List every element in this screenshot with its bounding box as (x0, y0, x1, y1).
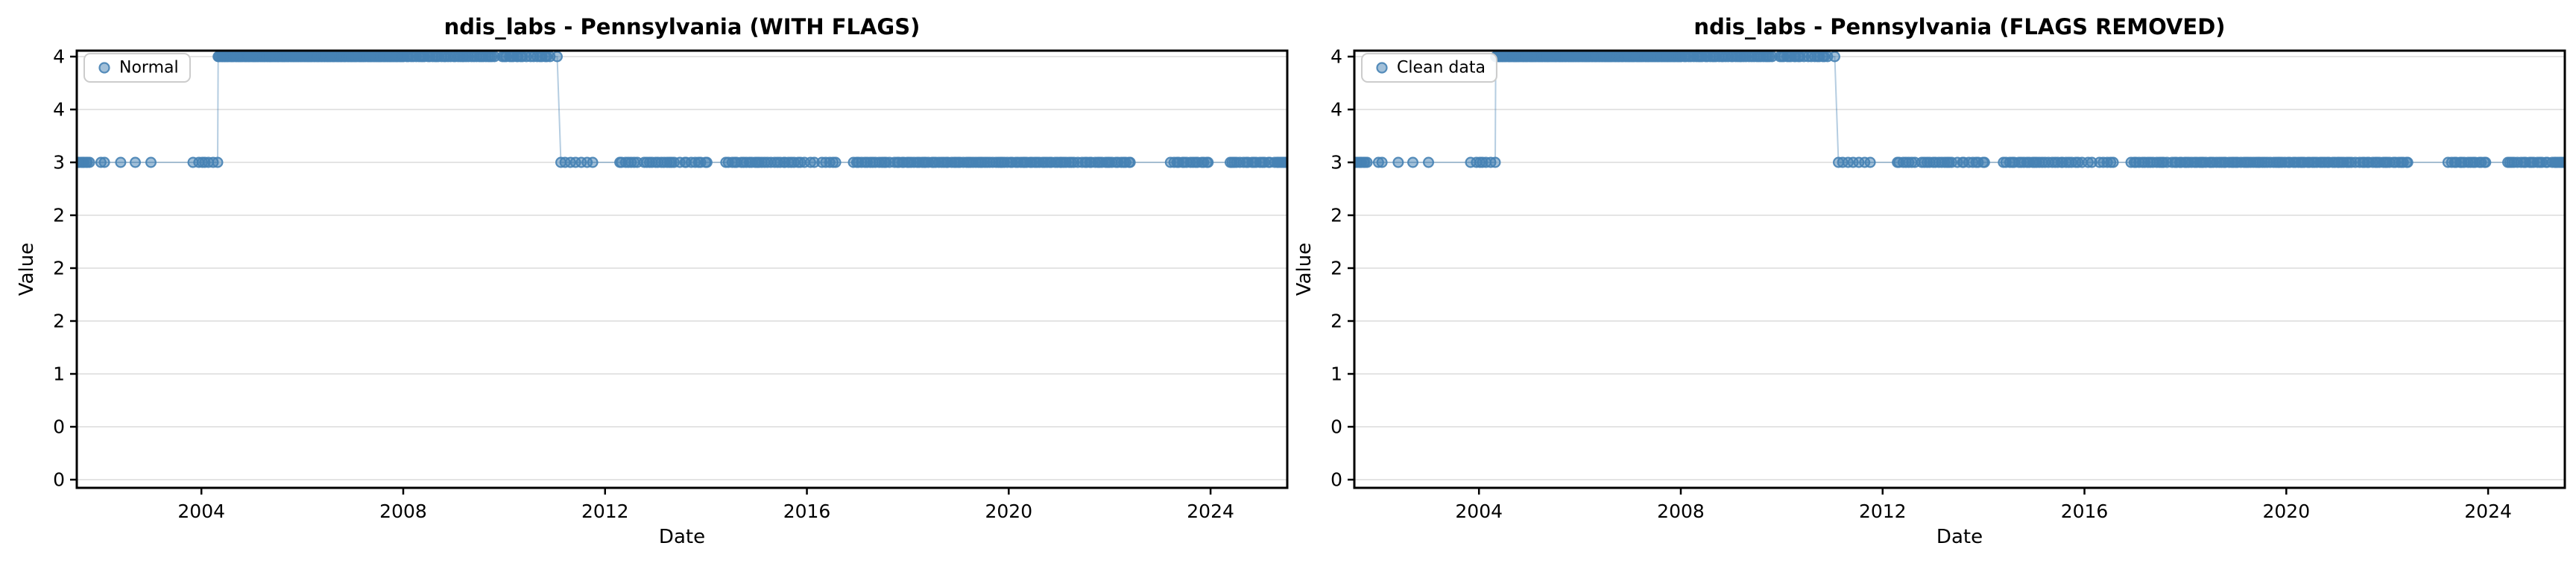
y-tick-label: 2 (1330, 258, 1342, 279)
data-point (1124, 156, 1136, 168)
x-tick-label: 2024 (2464, 501, 2512, 522)
y-tick-label: 4 (53, 46, 65, 68)
chart-title: ndis_labs - Pennsylvania (FLAGS REMOVED) (1693, 14, 2225, 39)
y-tick-label: 2 (53, 205, 65, 226)
y-axis-label: Value (1293, 243, 1316, 296)
x-tick-label: 2016 (783, 501, 831, 522)
data-point (1376, 156, 1388, 168)
x-tick-label: 2008 (379, 501, 427, 522)
legend-box (1361, 53, 1497, 83)
data-layer (1354, 51, 2565, 168)
legend: Normal (83, 53, 191, 83)
x-tick-label: 2004 (177, 501, 225, 522)
data-point (1489, 156, 1501, 168)
chart-title: ndis_labs - Pennsylvania (WITH FLAGS) (444, 14, 921, 39)
y-axis: 4 4 3 2 2 2 1 0 0 (1330, 46, 1354, 491)
data-point (1361, 156, 1373, 168)
data-point (212, 156, 224, 168)
x-axis: 2004 2008 2012 2016 2020 2024 (1455, 488, 2512, 522)
x-tick-label: 2020 (2263, 501, 2311, 522)
legend-label: Normal (119, 59, 179, 77)
y-tick-label: 0 (53, 469, 65, 491)
y-tick-label: 3 (1330, 152, 1342, 174)
y-tick-label: 4 (1330, 46, 1342, 68)
plot-border (75, 49, 1289, 489)
y-tick-label: 1 (1330, 363, 1342, 385)
legend-marker-icon (98, 62, 110, 74)
y-tick-label: 0 (1330, 416, 1342, 438)
data-point (1978, 156, 1990, 168)
x-axis: 2004 2008 2012 2016 2020 2024 (177, 488, 1234, 522)
data-point (1407, 156, 1418, 168)
data-points (1354, 51, 2565, 168)
data-point (1829, 51, 1841, 63)
y-gridlines (1354, 56, 2565, 480)
data-point (145, 156, 157, 168)
x-tick-label: 2004 (1455, 501, 1503, 522)
y-tick-label: 0 (1330, 469, 1342, 491)
y-tick-label: 3 (53, 152, 65, 174)
y-tick-label: 2 (53, 258, 65, 279)
chart-with-flags: 2004 2008 2012 2016 2020 2024 4 4 3 2 2 2 1 0 0 Date Val… (16, 14, 1289, 548)
y-axis: 4 4 3 2 2 2 1 0 0 (53, 46, 77, 491)
data-point (551, 51, 563, 63)
y-tick-label: 4 (1330, 99, 1342, 121)
x-tick-label: 2016 (2061, 501, 2109, 522)
x-tick-label: 2012 (581, 501, 629, 522)
y-tick-label: 2 (1330, 311, 1342, 332)
data-point (830, 156, 842, 168)
x-tick-label: 2012 (1859, 501, 1907, 522)
data-point (1864, 156, 1876, 168)
x-tick-label: 2020 (985, 501, 1033, 522)
y-tick-label: 2 (53, 311, 65, 332)
legend: Clean data (1361, 53, 1497, 83)
x-axis-label: Date (659, 526, 705, 548)
data-point (2402, 156, 2414, 168)
y-gridlines (77, 56, 1287, 480)
data-point (2480, 156, 2492, 168)
x-axis-label: Date (1936, 526, 1983, 548)
data-point (2107, 156, 2119, 168)
data-point (701, 156, 713, 168)
data-points (77, 51, 1287, 168)
y-tick-label: 4 (53, 99, 65, 121)
y-tick-label: 2 (1330, 205, 1342, 226)
legend-label: Clean data (1397, 59, 1486, 77)
chart-flags-removed: 2004 2008 2012 2016 2020 2024 4 4 3 2 2 2 1 0 0 Date Val… (1293, 14, 2566, 548)
x-tick-label: 2008 (1657, 501, 1705, 522)
data-point (587, 156, 599, 168)
x-tick-label: 2024 (1187, 501, 1234, 522)
y-axis-label: Value (16, 243, 38, 296)
legend-box (83, 53, 191, 83)
y-tick-label: 0 (53, 416, 65, 438)
data-point (130, 156, 142, 168)
plot-border (1353, 49, 2566, 489)
y-tick-label: 1 (53, 363, 65, 385)
data-point (83, 156, 95, 168)
data-point (1392, 156, 1404, 168)
data-point (1422, 156, 1434, 168)
legend-marker-icon (1376, 62, 1388, 74)
data-layer (77, 51, 1287, 168)
data-point (1202, 156, 1214, 168)
data-point (98, 156, 110, 168)
data-point (115, 156, 127, 168)
